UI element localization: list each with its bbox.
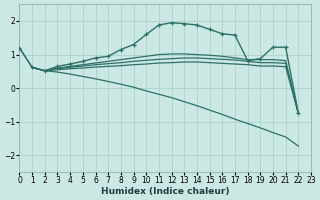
X-axis label: Humidex (Indice chaleur): Humidex (Indice chaleur) [101,187,229,196]
